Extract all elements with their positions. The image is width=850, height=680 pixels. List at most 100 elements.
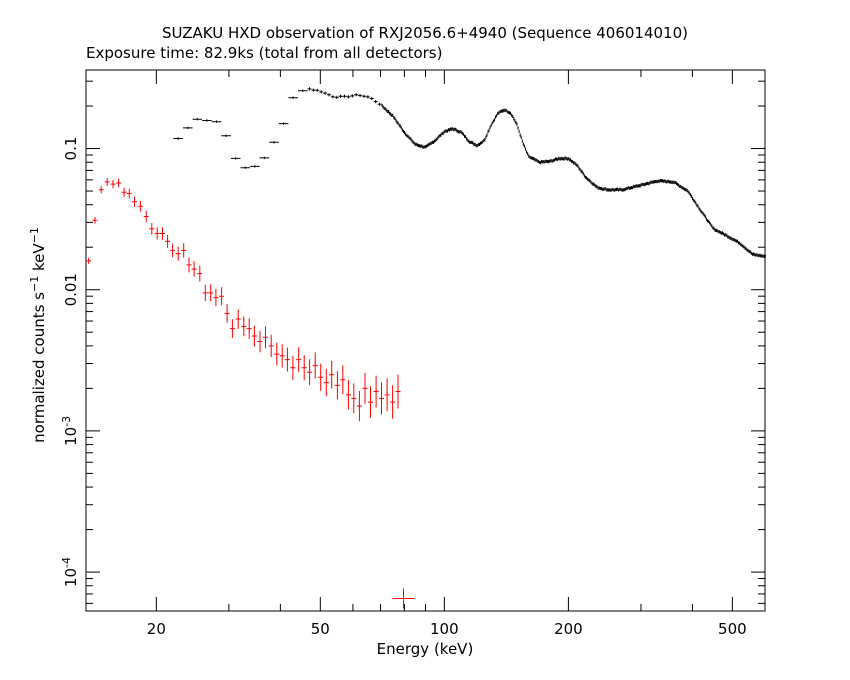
data-point-black: [398, 123, 400, 127]
data-point-black: [738, 241, 740, 245]
data-point-black: [500, 109, 502, 114]
data-point-black: [407, 134, 409, 138]
data-point-black: [396, 120, 398, 124]
data-point-black: [394, 116, 396, 120]
data-point-black: [565, 156, 567, 161]
data-point-red: [373, 375, 379, 408]
x-axis-label: Energy (keV): [377, 640, 474, 658]
data-point-black: [746, 248, 748, 252]
data-point-black: [460, 130, 462, 134]
data-point-black: [644, 182, 646, 186]
data-point-black: [497, 111, 499, 116]
data-point-black: [555, 157, 556, 161]
data-point-black: [492, 119, 494, 123]
data-point-black: [613, 188, 615, 192]
data-point-black: [468, 139, 470, 143]
data-point-black: [431, 140, 433, 144]
data-point-black: [408, 135, 410, 139]
data-point-black: [749, 250, 751, 254]
data-point-red: [368, 386, 373, 418]
data-point-black: [173, 137, 183, 140]
data-point-black: [725, 233, 727, 237]
data-point-black: [659, 178, 661, 183]
data-point-black: [761, 254, 763, 258]
data-point-black: [421, 144, 423, 148]
data-point-black: [722, 231, 723, 235]
data-point-black: [650, 180, 652, 184]
data-point-black: [434, 139, 436, 143]
data-point-black: [643, 182, 645, 187]
data-point-black: [669, 180, 671, 184]
data-point-black: [499, 110, 501, 114]
data-point-black: [428, 142, 430, 146]
data-point-black: [384, 107, 386, 111]
data-point-red: [191, 261, 197, 277]
data-point-red: [229, 319, 235, 339]
data-point-black: [764, 254, 766, 258]
data-point-black: [511, 113, 513, 117]
data-point-black: [596, 185, 598, 189]
data-point-black: [534, 158, 536, 162]
data-point-black: [487, 130, 489, 134]
data-point-black: [744, 246, 746, 250]
data-point-black: [680, 184, 682, 189]
data-point-red: [235, 309, 241, 329]
data-point-black: [605, 187, 607, 191]
data-point-black: [521, 139, 523, 143]
data-point-black: [578, 166, 580, 170]
data-point-black: [490, 123, 492, 127]
data-point-black: [221, 134, 231, 137]
data-point-black: [665, 179, 667, 184]
data-point-red: [284, 347, 290, 372]
data-point-black: [544, 160, 546, 164]
data-point-black: [230, 157, 241, 160]
data-point-red: [379, 382, 384, 415]
data-point-black: [702, 212, 704, 216]
data-point-black: [327, 93, 331, 97]
data-point-black: [683, 187, 685, 191]
data-point-black: [563, 157, 565, 161]
data-point-red: [110, 180, 116, 189]
data-point-black: [445, 129, 447, 133]
data-point-black: [342, 94, 347, 98]
data-point-black: [668, 180, 670, 184]
data-point-red: [329, 360, 335, 389]
data-point-black: [640, 183, 642, 187]
data-point-black: [537, 159, 539, 163]
x-tick-label: 200: [554, 620, 583, 638]
data-point-black: [504, 109, 506, 113]
data-point-black: [503, 108, 505, 112]
data-point-black: [240, 166, 250, 169]
data-point-black: [686, 188, 688, 193]
data-point-black: [319, 90, 324, 94]
data-point-red: [202, 284, 208, 302]
data-point-black: [526, 150, 528, 154]
data-point-red: [219, 287, 225, 306]
data-point-black: [453, 128, 455, 132]
data-point-black: [391, 113, 393, 117]
data-point-black: [698, 206, 700, 210]
data-point-black: [543, 160, 545, 164]
data-point-red: [345, 380, 351, 410]
data-point-black: [763, 254, 765, 258]
data-point-black: [192, 118, 203, 121]
data-point-black: [567, 157, 569, 161]
data-point-black: [382, 105, 384, 109]
data-point-black: [399, 124, 401, 128]
data-point-black: [564, 156, 566, 160]
data-point-black: [528, 154, 530, 158]
data-point-red: [312, 352, 318, 379]
data-point-black: [467, 138, 469, 142]
data-point-black: [457, 130, 459, 134]
data-point-black: [593, 182, 595, 186]
data-point-black: [628, 186, 630, 190]
data-point-black: [708, 219, 710, 223]
data-point-black: [464, 134, 465, 138]
data-point-black: [667, 179, 669, 183]
data-point-black: [607, 188, 609, 192]
data-point-black: [354, 93, 359, 97]
data-point-black: [452, 127, 454, 131]
data-point-black: [386, 109, 388, 113]
data-point-black: [451, 127, 453, 131]
